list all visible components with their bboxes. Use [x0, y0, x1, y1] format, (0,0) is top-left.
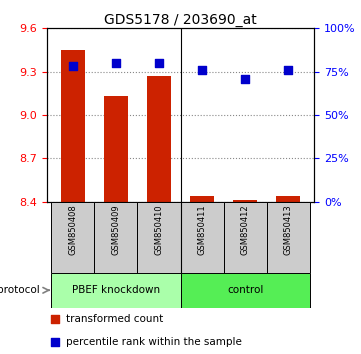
Title: GDS5178 / 203690_at: GDS5178 / 203690_at	[104, 13, 257, 27]
Text: GSM850413: GSM850413	[284, 204, 293, 255]
Text: GSM850410: GSM850410	[155, 204, 164, 255]
Bar	[233, 200, 257, 202]
Bar	[61, 50, 84, 202]
Point	[242, 76, 248, 81]
Text: GSM850411: GSM850411	[197, 204, 206, 255]
Bar	[104, 96, 128, 202]
Point	[52, 316, 58, 321]
Point	[285, 67, 291, 73]
Text: GSM850408: GSM850408	[68, 204, 77, 255]
Point	[113, 60, 119, 66]
Text: transformed count: transformed count	[66, 314, 163, 324]
Text: PBEF knockdown: PBEF knockdown	[72, 285, 160, 295]
Point	[70, 64, 76, 69]
Bar	[138, 202, 180, 273]
Text: percentile rank within the sample: percentile rank within the sample	[66, 337, 242, 347]
Bar	[223, 202, 267, 273]
Text: GSM850409: GSM850409	[112, 204, 120, 255]
Bar	[51, 273, 180, 308]
Text: control: control	[227, 285, 263, 295]
Bar	[180, 202, 223, 273]
Point	[199, 67, 205, 73]
Bar	[147, 76, 171, 202]
Point	[52, 339, 58, 345]
Point	[156, 60, 162, 66]
Text: protocol: protocol	[0, 285, 40, 295]
Text: GSM850412: GSM850412	[241, 204, 249, 255]
Bar	[94, 202, 138, 273]
Bar	[267, 202, 310, 273]
Bar	[51, 202, 94, 273]
Bar	[180, 273, 310, 308]
Bar	[277, 196, 300, 202]
Bar	[190, 196, 214, 202]
